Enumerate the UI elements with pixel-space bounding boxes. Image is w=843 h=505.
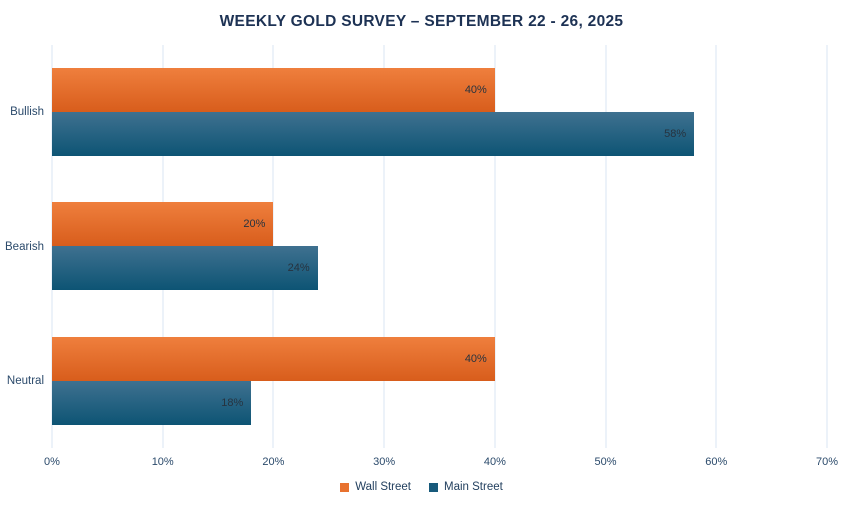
legend-label-main-street: Main Street [444, 481, 503, 493]
legend-label-wall-street: Wall Street [355, 481, 411, 493]
gridline-30% [383, 45, 385, 448]
chart-title: WEEKLY GOLD SURVEY – SEPTEMBER 22 - 26, … [219, 13, 624, 30]
x-tick-label-60%: 60% [705, 456, 728, 468]
bar-main-street-bearish: 24% [52, 246, 318, 291]
category-label-neutral: Neutral [6, 374, 44, 387]
x-tick-label-10%: 10% [151, 456, 174, 468]
category-group-bullish: 40% 58% [52, 45, 827, 179]
legend-swatch-icon-main-street [429, 482, 438, 492]
x-tick-label-40%: 40% [483, 456, 506, 468]
x-axis: 0% 10% 20% 30% 40% 50% 60% 70% [44, 456, 838, 470]
bar-wall-street-bearish: 20% [52, 202, 274, 247]
category-group-bearish: 20% 24% [52, 179, 827, 313]
x-tick-label-0%: 0% [44, 456, 60, 468]
category-label-bearish: Bearish [5, 240, 44, 253]
x-tick-label-20%: 20% [262, 456, 285, 468]
gridline-50% [605, 45, 607, 448]
gridline-70% [826, 45, 828, 448]
bar-value-label-wall-street-bearish: 20% [243, 218, 266, 231]
bar-value-label-main-street-neutral: 18% [221, 396, 244, 409]
plot-area: 40% 58% 20% 24% 40% 18% [51, 45, 828, 448]
legend-swatch-icon-wall-street [340, 482, 350, 492]
bar-value-label-wall-street-neutral: 40% [464, 352, 487, 365]
x-tick-label-70%: 70% [815, 456, 839, 468]
bar-value-label-wall-street-bullish: 40% [464, 84, 487, 97]
legend-item-main-street: Main Street [429, 481, 503, 493]
gridline-60% [715, 45, 717, 448]
x-tick-label-50%: 50% [594, 456, 617, 468]
y-axis-labels: Bullish Bearish Neutral [0, 45, 44, 448]
x-tick-label-30%: 30% [373, 456, 396, 468]
bar-main-street-bullish: 58% [52, 112, 695, 157]
bar-value-label-main-street-bearish: 24% [287, 262, 310, 275]
legend-item-wall-street: Wall Street [340, 481, 411, 493]
bar-value-label-main-street-bullish: 58% [664, 128, 687, 141]
category-group-neutral: 40% 18% [52, 314, 827, 448]
legend: Wall Street Main Street [0, 481, 843, 493]
bar-main-street-neutral: 18% [52, 380, 252, 425]
category-label-bullish: Bullish [10, 106, 44, 119]
bar-wall-street-bullish: 40% [52, 68, 495, 113]
gridline-40% [494, 45, 496, 448]
bar-wall-street-neutral: 40% [52, 336, 495, 381]
